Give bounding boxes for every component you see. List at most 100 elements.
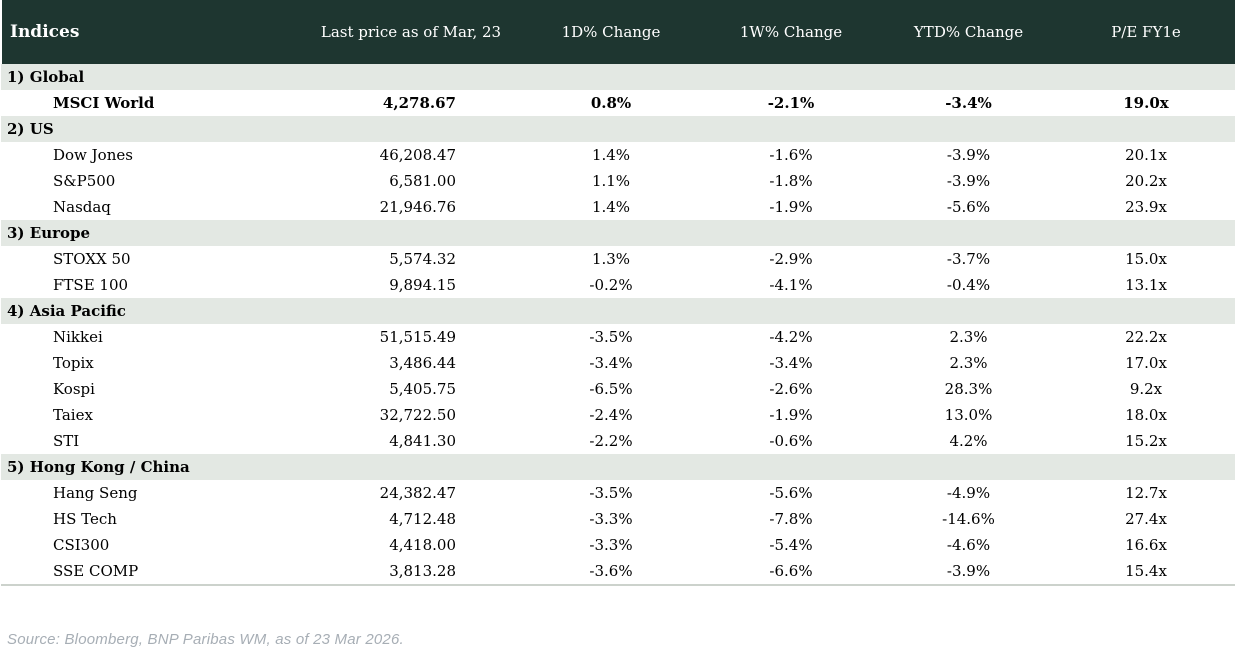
column-header-1w-change: 1W% Change	[701, 0, 881, 64]
change-1w-cell: -2.9%	[701, 246, 881, 272]
last-price-cell: 3,813.28	[301, 558, 521, 585]
pe-cell: 9.2x	[1056, 376, 1235, 402]
change-ytd-cell: -4.9%	[881, 480, 1056, 506]
pe-cell: 19.0x	[1056, 90, 1235, 116]
row-csi300: CSI300 4,418.00 -3.3% -5.4% -4.6% 16.6x	[1, 532, 1235, 558]
column-header-1d-change: 1D% Change	[521, 0, 701, 64]
last-price-cell: 9,894.15	[301, 272, 521, 298]
last-price-cell: 6,581.00	[301, 168, 521, 194]
section-label: 1) Global	[1, 64, 1235, 90]
change-1w-cell: -1.9%	[701, 194, 881, 220]
index-name-cell: Taiex	[1, 402, 301, 428]
change-1d-cell: -2.2%	[521, 428, 701, 454]
index-name-cell: Hang Seng	[1, 480, 301, 506]
row-topix: Topix 3,486.44 -3.4% -3.4% 2.3% 17.0x	[1, 350, 1235, 376]
change-1w-cell: -5.4%	[701, 532, 881, 558]
index-name-cell: STI	[1, 428, 301, 454]
pe-cell: 13.1x	[1056, 272, 1235, 298]
row-ftse100: FTSE 100 9,894.15 -0.2% -4.1% -0.4% 13.1…	[1, 272, 1235, 298]
change-1d-cell: -0.2%	[521, 272, 701, 298]
change-1w-cell: -3.4%	[701, 350, 881, 376]
change-ytd-cell: -3.4%	[881, 90, 1056, 116]
last-price-cell: 5,405.75	[301, 376, 521, 402]
section-label: 2) US	[1, 116, 1235, 142]
index-name-cell: S&P500	[1, 168, 301, 194]
change-ytd-cell: 4.2%	[881, 428, 1056, 454]
section-row-hk-china: 5) Hong Kong / China	[1, 454, 1235, 480]
section-row-global: 1) Global	[1, 64, 1235, 90]
section-label: 3) Europe	[1, 220, 1235, 246]
change-ytd-cell: -0.4%	[881, 272, 1056, 298]
row-dow-jones: Dow Jones 46,208.47 1.4% -1.6% -3.9% 20.…	[1, 142, 1235, 168]
change-1d-cell: 1.1%	[521, 168, 701, 194]
index-name-cell: Nikkei	[1, 324, 301, 350]
last-price-cell: 24,382.47	[301, 480, 521, 506]
last-price-cell: 4,418.00	[301, 532, 521, 558]
change-1d-cell: -6.5%	[521, 376, 701, 402]
last-price-cell: 51,515.49	[301, 324, 521, 350]
pe-cell: 15.2x	[1056, 428, 1235, 454]
pe-cell: 17.0x	[1056, 350, 1235, 376]
pe-cell: 22.2x	[1056, 324, 1235, 350]
row-hang-seng: Hang Seng 24,382.47 -3.5% -5.6% -4.9% 12…	[1, 480, 1235, 506]
change-1w-cell: -1.9%	[701, 402, 881, 428]
index-name-cell: Kospi	[1, 376, 301, 402]
row-sse-comp: SSE COMP 3,813.28 -3.6% -6.6% -3.9% 15.4…	[1, 558, 1235, 585]
change-1d-cell: 1.4%	[521, 194, 701, 220]
change-1w-cell: -1.6%	[701, 142, 881, 168]
change-1d-cell: -2.4%	[521, 402, 701, 428]
change-1d-cell: 1.4%	[521, 142, 701, 168]
last-price-cell: 46,208.47	[301, 142, 521, 168]
last-price-cell: 4,278.67	[301, 90, 521, 116]
row-hs-tech: HS Tech 4,712.48 -3.3% -7.8% -14.6% 27.4…	[1, 506, 1235, 532]
index-name-cell: FTSE 100	[1, 272, 301, 298]
row-taiex: Taiex 32,722.50 -2.4% -1.9% 13.0% 18.0x	[1, 402, 1235, 428]
change-1d-cell: 0.8%	[521, 90, 701, 116]
pe-cell: 20.1x	[1056, 142, 1235, 168]
index-name-cell: Dow Jones	[1, 142, 301, 168]
indices-table: Indices Last price as of Mar, 23 1D% Cha…	[0, 0, 1235, 586]
index-name-cell: Nasdaq	[1, 194, 301, 220]
change-ytd-cell: 2.3%	[881, 350, 1056, 376]
column-header-indices: Indices	[0, 0, 301, 64]
change-ytd-cell: 2.3%	[881, 324, 1056, 350]
row-msci-world: MSCI World 4,278.67 0.8% -2.1% -3.4% 19.…	[1, 90, 1235, 116]
index-name-cell: MSCI World	[1, 90, 301, 116]
table-header-row: Indices Last price as of Mar, 23 1D% Cha…	[0, 0, 1235, 64]
change-ytd-cell: -3.9%	[881, 142, 1056, 168]
change-1d-cell: -3.6%	[521, 558, 701, 585]
index-name-cell: SSE COMP	[1, 558, 301, 585]
change-ytd-cell: -3.9%	[881, 168, 1056, 194]
change-ytd-cell: -14.6%	[881, 506, 1056, 532]
section-label: 5) Hong Kong / China	[1, 454, 1235, 480]
section-row-europe: 3) Europe	[1, 220, 1235, 246]
last-price-cell: 4,841.30	[301, 428, 521, 454]
change-1w-cell: -2.6%	[701, 376, 881, 402]
change-ytd-cell: -3.9%	[881, 558, 1056, 585]
change-ytd-cell: -4.6%	[881, 532, 1056, 558]
pe-cell: 15.4x	[1056, 558, 1235, 585]
row-nikkei: Nikkei 51,515.49 -3.5% -4.2% 2.3% 22.2x	[1, 324, 1235, 350]
change-1d-cell: -3.3%	[521, 506, 701, 532]
column-header-ytd-change: YTD% Change	[881, 0, 1056, 64]
pe-cell: 27.4x	[1056, 506, 1235, 532]
section-label: 4) Asia Pacific	[1, 298, 1235, 324]
row-nasdaq: Nasdaq 21,946.76 1.4% -1.9% -5.6% 23.9x	[1, 194, 1235, 220]
change-1w-cell: -7.8%	[701, 506, 881, 532]
pe-cell: 15.0x	[1056, 246, 1235, 272]
change-1w-cell: -4.2%	[701, 324, 881, 350]
pe-cell: 18.0x	[1056, 402, 1235, 428]
change-1w-cell: -0.6%	[701, 428, 881, 454]
change-ytd-cell: -3.7%	[881, 246, 1056, 272]
change-ytd-cell: -5.6%	[881, 194, 1056, 220]
index-name-cell: STOXX 50	[1, 246, 301, 272]
change-1d-cell: -3.5%	[521, 324, 701, 350]
row-stoxx50: STOXX 50 5,574.32 1.3% -2.9% -3.7% 15.0x	[1, 246, 1235, 272]
source-note: Source: Bloomberg, BNP Paribas WM, as of…	[7, 631, 404, 648]
index-name-cell: CSI300	[1, 532, 301, 558]
row-sti: STI 4,841.30 -2.2% -0.6% 4.2% 15.2x	[1, 428, 1235, 454]
row-sp500: S&P500 6,581.00 1.1% -1.8% -3.9% 20.2x	[1, 168, 1235, 194]
change-1d-cell: -3.3%	[521, 532, 701, 558]
pe-cell: 12.7x	[1056, 480, 1235, 506]
